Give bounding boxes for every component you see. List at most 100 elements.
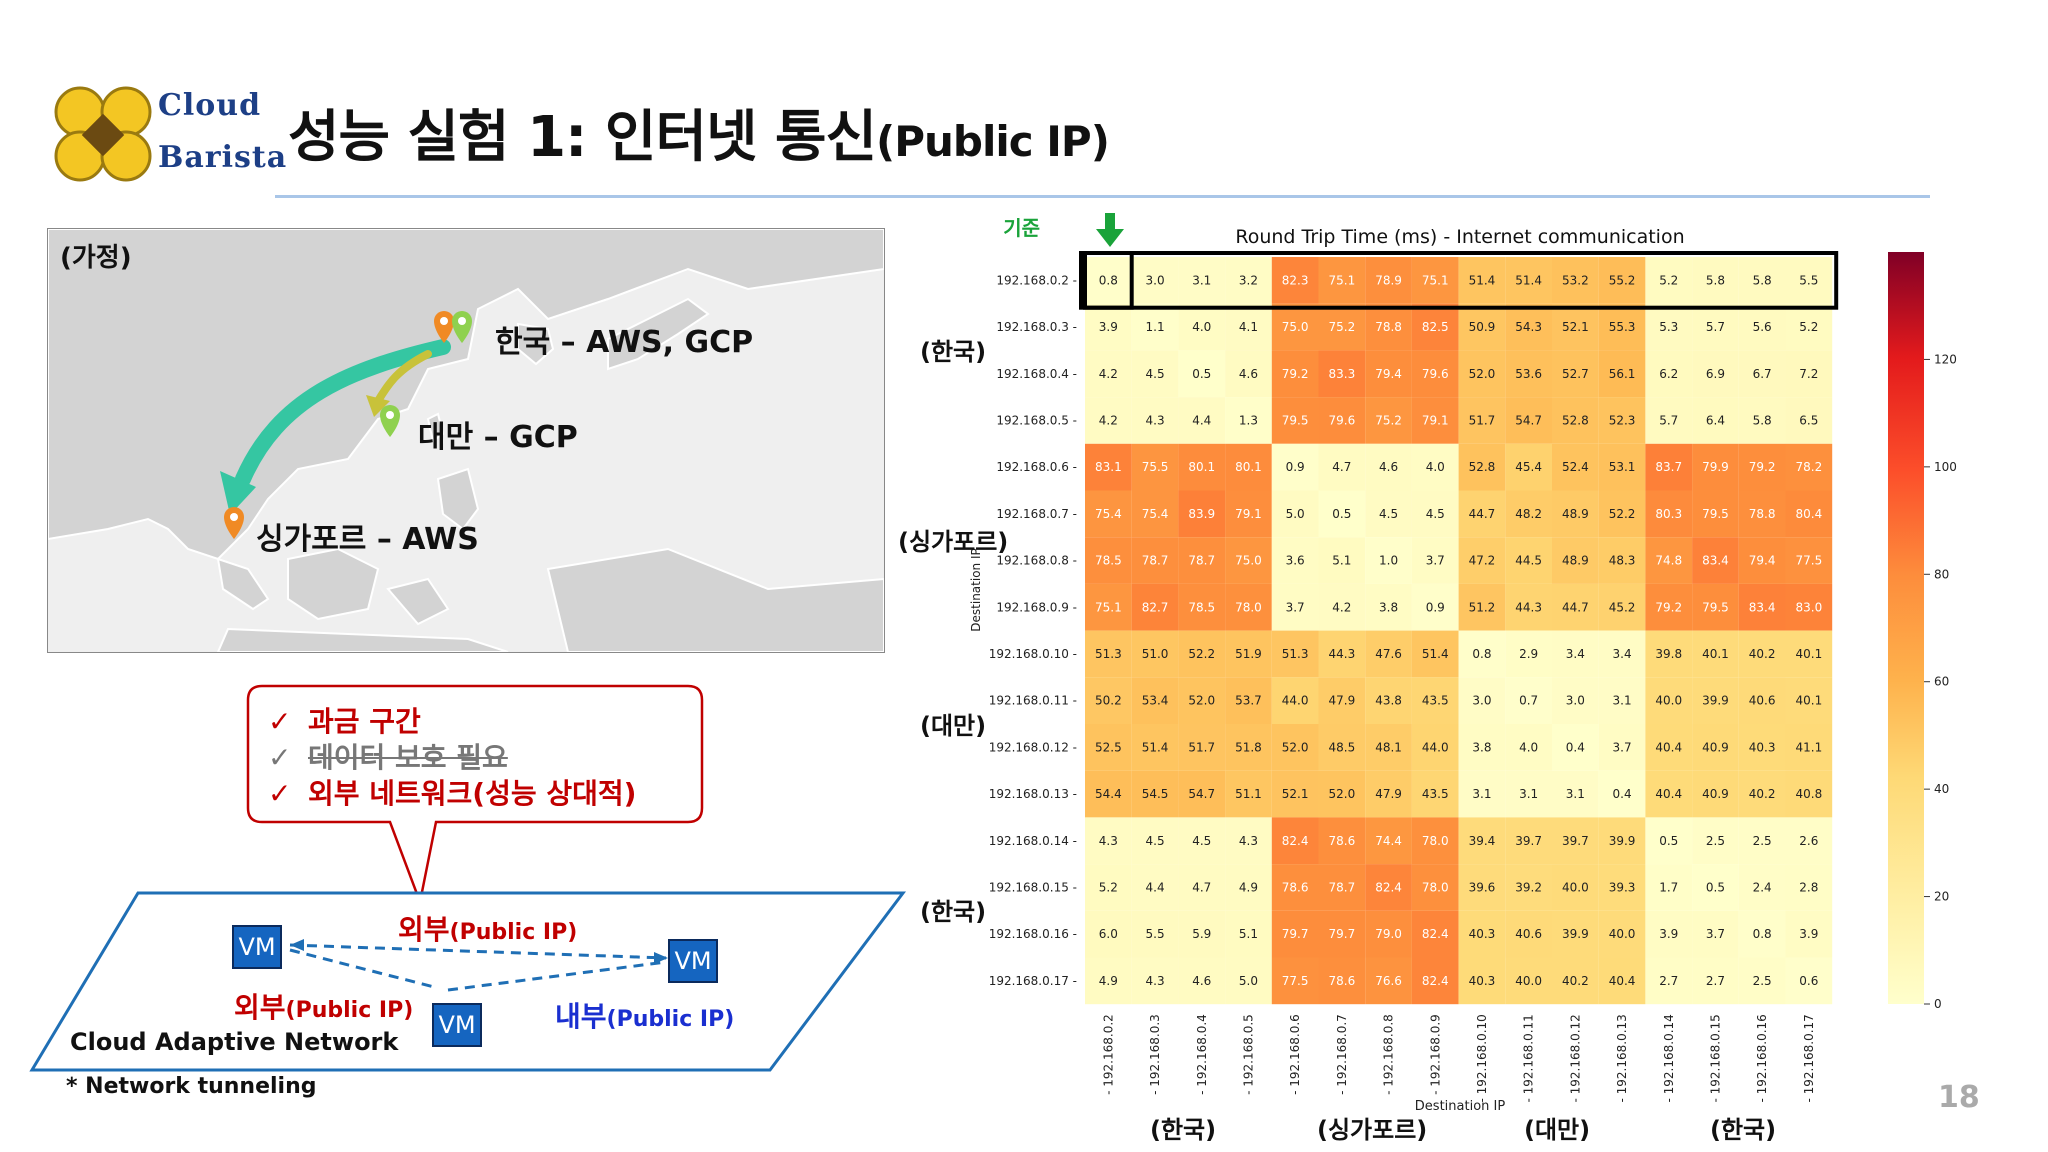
heatmap-cell-value: 2.6 xyxy=(1799,834,1818,848)
heatmap-cell-value: 1.1 xyxy=(1146,320,1165,334)
heatmap-cell-value: 75.1 xyxy=(1422,273,1449,287)
heatmap-cell-value: 4.5 xyxy=(1379,507,1398,521)
heatmap-cell-value: 3.0 xyxy=(1472,694,1491,708)
heatmap-cell-value: 53.1 xyxy=(1609,460,1636,474)
heatmap-cell-value: 2.8 xyxy=(1799,880,1818,894)
external-label-bottom: 외부(Public IP) xyxy=(234,986,413,1026)
heatmap-cell-value: 1.3 xyxy=(1239,413,1258,427)
asia-map: (가정) 한국 – AWS, GCP 대만 – GCP 싱가포르 – AWS xyxy=(47,228,885,653)
heatmap-cell xyxy=(1458,724,1506,771)
heatmap-cell xyxy=(1411,583,1459,631)
heatmap-cell xyxy=(1178,583,1226,631)
heatmap-cell-value: 2.7 xyxy=(1659,974,1678,988)
heatmap-cell-value: 4.1 xyxy=(1239,320,1258,334)
heatmap-cell xyxy=(1552,770,1599,818)
heatmap-cell-value: 5.5 xyxy=(1146,927,1165,941)
heatmap-cell xyxy=(1645,677,1693,724)
heatmap-cell xyxy=(1645,583,1693,631)
heatmap-cell-value: 3.1 xyxy=(1566,787,1585,801)
heatmap-cell-value: 44.5 xyxy=(1515,554,1542,568)
heatmap-cell-value: 0.4 xyxy=(1613,787,1632,801)
external-label-bottom-sub: (Public IP) xyxy=(285,998,414,1023)
col-group-singapore: (싱가포르) xyxy=(1317,1116,1428,1144)
heatmap-cell xyxy=(1411,910,1459,958)
heatmap-cell-value: 79.5 xyxy=(1702,600,1729,614)
heatmap-cell-value: 43.5 xyxy=(1422,787,1449,801)
heatmap-cell xyxy=(1692,537,1739,584)
heatmap-cell-value: 39.7 xyxy=(1515,834,1542,848)
cloud-network-label: Cloud Adaptive Network xyxy=(70,1028,399,1056)
heatmap-cell xyxy=(1318,957,1366,1005)
heatmap-cell-value: 44.7 xyxy=(1562,600,1589,614)
heatmap-cell xyxy=(1131,677,1179,724)
row-tick-label: 192.168.0.16 - xyxy=(989,927,1077,941)
heatmap-cell xyxy=(1738,583,1786,631)
heatmap-cell xyxy=(1178,910,1226,958)
heatmap-cell xyxy=(1552,724,1599,771)
heatmap-cell xyxy=(1318,583,1366,631)
heatmap-cell xyxy=(1271,817,1319,865)
heatmap-cell xyxy=(1271,397,1319,444)
heatmap-cell xyxy=(1552,350,1599,398)
heatmap-cell-value: 83.3 xyxy=(1328,367,1355,381)
col-tick-label: - 192.168.0.5 xyxy=(1241,1014,1255,1095)
heatmap-cell-value: 50.9 xyxy=(1469,320,1496,334)
heatmap-cell-value: 52.4 xyxy=(1562,460,1589,474)
row-group-korea-1: (한국) xyxy=(920,338,987,366)
heatmap-cell-value: 5.9 xyxy=(1192,927,1211,941)
heatmap-cell-value: 51.4 xyxy=(1422,647,1449,661)
heatmap-cell xyxy=(1505,443,1552,491)
heatmap-cell-value: 6.2 xyxy=(1659,367,1678,381)
heatmap-cell-value: 40.2 xyxy=(1562,974,1589,988)
row-tick-label: 192.168.0.12 - xyxy=(989,740,1077,754)
heatmap-cell xyxy=(1692,303,1739,351)
heatmap-cell-value: 4.0 xyxy=(1192,320,1211,334)
heatmap-cell-value: 3.6 xyxy=(1286,554,1305,568)
vm-node-bottom: VM xyxy=(432,1003,482,1047)
heatmap-cell-value: 78.8 xyxy=(1749,507,1776,521)
row-tick-label: 192.168.0.10 - xyxy=(989,647,1077,661)
heatmap-cell-value: 83.1 xyxy=(1095,460,1122,474)
heatmap-cell xyxy=(1785,864,1833,911)
heatmap-cell-value: 4.3 xyxy=(1099,834,1118,848)
heatmap-cell-value: 83.7 xyxy=(1655,460,1682,474)
heatmap-cell-value: 4.5 xyxy=(1426,507,1445,521)
heatmap-cell-value: 39.8 xyxy=(1655,647,1682,661)
heatmap-cell xyxy=(1318,303,1366,351)
heatmap-cell-value: 0.5 xyxy=(1706,880,1725,894)
heatmap-cell xyxy=(1365,397,1412,444)
heatmap-cell-value: 5.6 xyxy=(1753,320,1772,334)
heatmap-cell xyxy=(1225,630,1272,678)
heatmap-cell xyxy=(1271,630,1319,678)
heatmap-cell xyxy=(1411,397,1459,444)
heatmap-cell-value: 2.5 xyxy=(1753,974,1772,988)
heatmap-cell xyxy=(1505,257,1552,304)
heatmap-cell-value: 5.2 xyxy=(1659,273,1678,287)
heatmap-cell-value: 39.9 xyxy=(1609,834,1636,848)
heatmap-cell-value: 3.7 xyxy=(1286,600,1305,614)
callout-item-external-network-text: 외부 네트워크(성능 상대적) xyxy=(308,777,637,810)
heatmap-cell xyxy=(1785,257,1833,304)
heatmap-cell-value: 47.9 xyxy=(1328,694,1355,708)
heatmap-cell-value: 51.3 xyxy=(1282,647,1309,661)
heatmap-cell-value: 52.0 xyxy=(1469,367,1496,381)
heatmap-cell-value: 51.9 xyxy=(1235,647,1262,661)
heatmap-cell xyxy=(1738,957,1786,1005)
heatmap-cell xyxy=(1785,910,1833,958)
heatmap-cell-value: 82.5 xyxy=(1422,320,1449,334)
heatmap-cell-value: 45.2 xyxy=(1609,600,1636,614)
heatmap-cell xyxy=(1692,817,1739,865)
col-tick-label: - 192.168.0.2 xyxy=(1101,1014,1115,1095)
heatmap-cell-value: 78.6 xyxy=(1328,834,1355,848)
heatmap-cell xyxy=(1645,630,1693,678)
heatmap-cell-value: 5.5 xyxy=(1799,273,1818,287)
heatmap-cell-value: 4.5 xyxy=(1146,834,1165,848)
heatmap-cell xyxy=(1131,490,1179,538)
assumption-label: (가정) xyxy=(60,243,132,273)
heatmap-cell xyxy=(1131,724,1179,771)
heatmap-cell-value: 40.0 xyxy=(1515,974,1542,988)
heatmap-cell xyxy=(1411,864,1459,911)
heatmap-cell-value: 4.0 xyxy=(1519,740,1538,754)
row-tick-label: 192.168.0.15 - xyxy=(989,880,1077,894)
heatmap-cell xyxy=(1458,864,1506,911)
